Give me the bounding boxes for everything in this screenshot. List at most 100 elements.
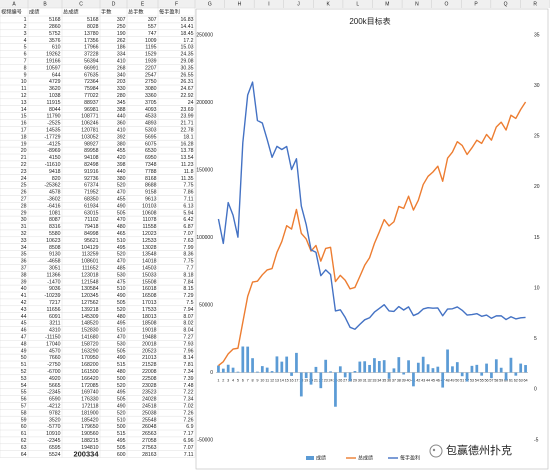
cell: 44	[21, 314, 27, 320]
cell: 18.45	[181, 31, 194, 37]
cell: 37228	[84, 52, 99, 58]
cell: -2345	[47, 438, 60, 444]
x-tick-label: 9	[256, 379, 258, 383]
cell: 490	[117, 404, 126, 410]
cell: 520	[117, 252, 126, 258]
cell: 64	[21, 452, 27, 458]
cell: 7.26	[183, 417, 193, 423]
cell: 644	[52, 72, 61, 78]
cell: 24.67	[181, 86, 194, 92]
x-tick-label: 60	[504, 379, 508, 383]
line	[218, 101, 527, 367]
cell: 30.35	[181, 65, 194, 71]
bar	[426, 364, 430, 373]
cell: 103052	[81, 134, 98, 140]
column-header: 每手盈利	[159, 7, 180, 15]
cell: 6530	[145, 148, 157, 154]
cell: 139218	[81, 307, 98, 313]
line	[217, 81, 526, 330]
cell: -5770	[47, 424, 60, 430]
cell: 505	[117, 210, 126, 216]
chart-title: 200k目标表	[349, 16, 390, 26]
cell: 108601	[81, 259, 98, 265]
cell: 340	[117, 72, 126, 78]
cell: 49	[21, 348, 27, 354]
cell: 34	[21, 245, 27, 251]
cell: 8.15	[183, 286, 193, 292]
cell: 14535	[46, 128, 61, 134]
cell: 7.81	[183, 362, 193, 368]
cell: 2	[24, 24, 27, 30]
bar	[490, 372, 493, 379]
cell: 71102	[84, 217, 98, 223]
x-tick-label: 30	[358, 379, 362, 383]
x-tick-label: 26	[338, 379, 342, 383]
cell: 19262	[46, 52, 61, 58]
x-tick-label: 44	[426, 379, 430, 383]
cell: 5580	[49, 231, 61, 237]
bar	[231, 367, 235, 373]
cell: 495	[117, 390, 126, 396]
cell: 194810	[81, 445, 98, 451]
bar	[436, 366, 440, 373]
bar	[246, 346, 250, 373]
bar	[295, 352, 298, 373]
column-letter: N	[415, 1, 419, 7]
bar	[260, 366, 264, 373]
bar	[217, 365, 220, 373]
cell: 71952	[84, 190, 99, 196]
cell: 169740	[81, 390, 98, 396]
x-tick-label: 12	[270, 379, 274, 383]
y-tick-label: 250000	[196, 32, 213, 38]
cell: 5303	[145, 128, 157, 134]
cell: 7.75	[183, 259, 193, 265]
cell: 31	[21, 224, 27, 230]
cell: 1038	[49, 93, 61, 99]
cell: 113259	[82, 252, 99, 258]
cell: 8.36	[183, 252, 193, 258]
bar	[480, 372, 484, 376]
cell: 14018	[142, 259, 157, 265]
cell: 7.22	[183, 390, 193, 396]
cell: 2860	[49, 24, 61, 30]
cell: 20523	[142, 348, 157, 354]
cell: 26048	[142, 424, 157, 430]
x-tick-label: 13	[275, 379, 279, 383]
cell: 185420	[81, 417, 98, 423]
cell: 91916	[84, 169, 99, 175]
cell: -3602	[47, 197, 60, 203]
cell: 6595	[49, 445, 61, 451]
cell: 11.8	[184, 169, 194, 175]
cell: 24	[188, 100, 194, 106]
cell: 4893	[145, 121, 157, 127]
cell: 5168	[87, 17, 99, 23]
bar	[446, 349, 449, 373]
cell: 59	[21, 417, 27, 423]
bar	[412, 372, 415, 387]
cell: 10597	[46, 65, 61, 71]
bar	[455, 362, 459, 373]
cell: 530	[117, 341, 126, 347]
cell: 7.39	[183, 376, 193, 382]
cell: 68350	[84, 197, 99, 203]
bar	[329, 371, 332, 373]
cell: 15	[21, 114, 27, 120]
cell: 26	[21, 190, 27, 196]
x-tick-label: 35	[382, 379, 386, 383]
cell: 505	[117, 348, 126, 354]
cell: 475	[117, 279, 126, 285]
cell: 250	[117, 24, 126, 30]
cell: 480	[117, 314, 126, 320]
cell: 22008	[142, 369, 157, 375]
bar	[421, 356, 425, 373]
x-tick-label: 39	[402, 379, 406, 383]
bar	[431, 368, 435, 373]
x-tick-label: 36	[387, 379, 391, 383]
cell: -10239	[44, 293, 60, 299]
cell: 8688	[145, 183, 157, 189]
cell: 35	[21, 252, 27, 258]
cell: 6091	[49, 314, 61, 320]
cell: 28163	[142, 452, 157, 458]
cell: -11610	[45, 162, 61, 168]
cell: 23.99	[181, 114, 194, 120]
